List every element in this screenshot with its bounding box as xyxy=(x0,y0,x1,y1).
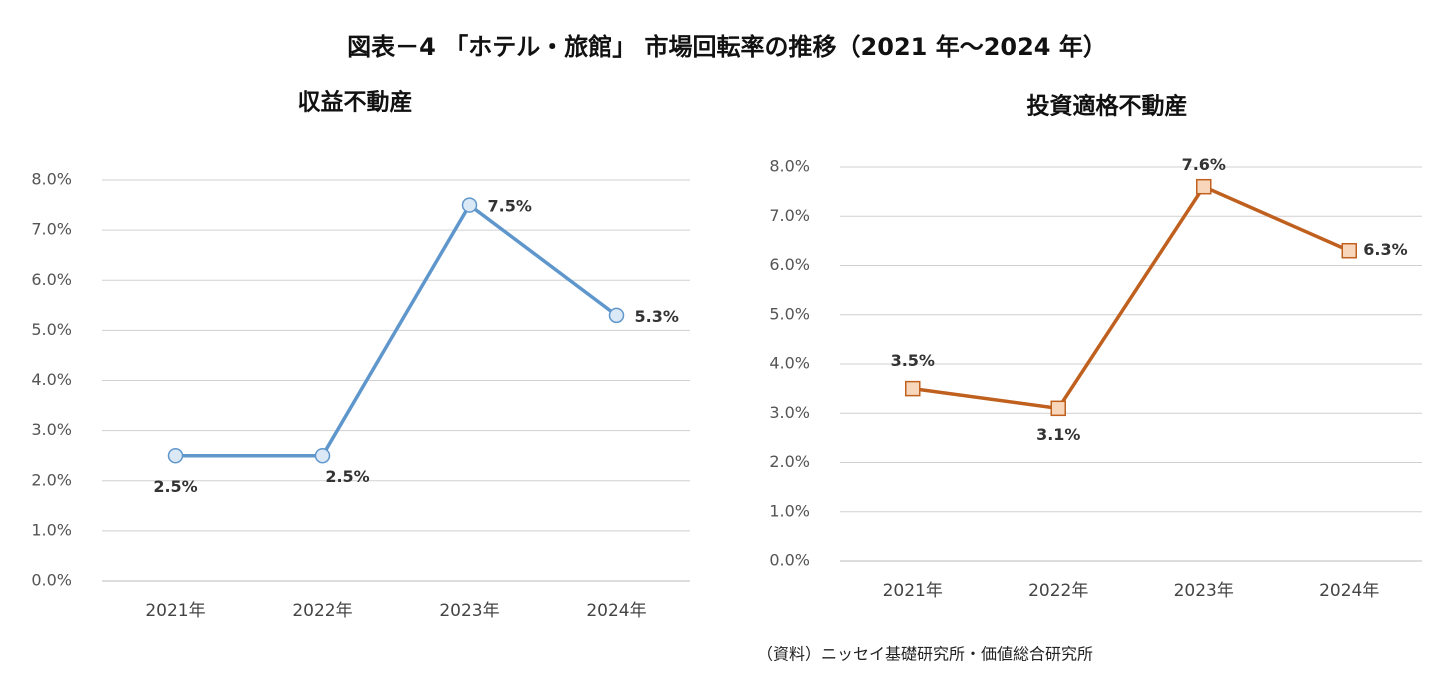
marker xyxy=(314,447,331,464)
source-note: （資料）ニッセイ基礎研究所・価値総合研究所 xyxy=(757,645,1093,664)
marker xyxy=(905,380,921,397)
value-label: 2.5% xyxy=(325,467,369,486)
value-label: 7.5% xyxy=(488,197,532,216)
y-tick-label: 8.0% xyxy=(31,170,72,189)
value-label: 3.5% xyxy=(891,351,935,370)
x-tick-label: 2022年 xyxy=(1028,581,1088,601)
x-tick-label: 2024年 xyxy=(1319,581,1379,601)
x-tick-label: 2023年 xyxy=(1174,581,1234,601)
y-tick-label: 0.0% xyxy=(31,571,72,590)
x-tick-label: 2021年 xyxy=(145,601,205,621)
value-label: 5.3% xyxy=(635,307,679,326)
y-tick-label: 3.0% xyxy=(769,403,810,422)
x-tick-label: 2023年 xyxy=(439,601,499,621)
chart-subtitle: 収益不動産 xyxy=(298,89,413,116)
y-tick-label: 4.0% xyxy=(769,354,810,373)
y-tick-label: 3.0% xyxy=(31,420,72,439)
y-tick-label: 2.0% xyxy=(31,470,72,489)
y-tick-label: 6.0% xyxy=(31,270,72,289)
y-tick-label: 5.0% xyxy=(769,304,810,323)
y-tick-label: 1.0% xyxy=(31,520,72,539)
x-tick-label: 2024年 xyxy=(586,601,646,621)
y-tick-label: 6.0% xyxy=(769,255,810,274)
x-tick-label: 2022年 xyxy=(292,601,352,621)
value-label: 7.6% xyxy=(1182,155,1226,174)
y-tick-label: 7.0% xyxy=(31,220,72,239)
value-label: 2.5% xyxy=(153,477,197,496)
series-line xyxy=(912,184,1350,411)
value-label: 6.3% xyxy=(1363,240,1407,259)
y-tick-label: 7.0% xyxy=(769,206,810,225)
marker xyxy=(1196,178,1212,195)
value-label: 3.1% xyxy=(1036,425,1080,444)
marker xyxy=(1341,242,1357,259)
marker xyxy=(1050,400,1066,417)
chart-subtitle: 投資適格不動産 xyxy=(1027,93,1188,120)
y-tick-label: 5.0% xyxy=(31,320,72,339)
x-tick-label: 2021年 xyxy=(883,581,943,601)
series-line xyxy=(175,202,618,458)
y-tick-label: 1.0% xyxy=(769,501,810,520)
marker xyxy=(167,447,184,464)
marker xyxy=(608,307,625,324)
marker xyxy=(461,197,478,213)
y-tick-label: 8.0% xyxy=(769,157,810,176)
y-tick-label: 0.0% xyxy=(769,551,810,570)
y-tick-label: 2.0% xyxy=(769,452,810,471)
page-title: 図表－4 「ホテル・旅館」 市場回転率の推移（2021 年～2024 年） xyxy=(347,33,1107,61)
y-tick-label: 4.0% xyxy=(31,370,72,389)
